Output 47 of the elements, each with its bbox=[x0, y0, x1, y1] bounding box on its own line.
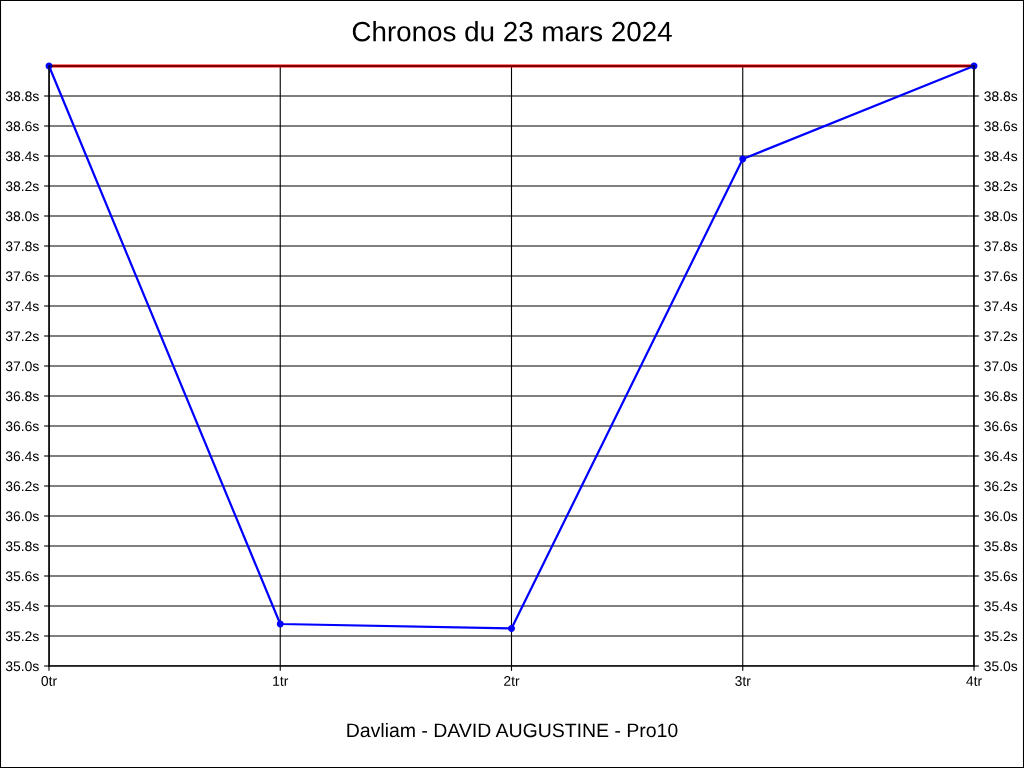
y-tick-label: 37.4s bbox=[5, 301, 39, 312]
y-tick-label: 36.2s bbox=[5, 481, 39, 492]
y-tick-label: 36.8s bbox=[5, 391, 39, 402]
y2-tick-label: 37.8s bbox=[984, 241, 1018, 252]
y2-tick-label: 36.8s bbox=[984, 391, 1018, 402]
y2-tick-label: 37.6s bbox=[984, 271, 1018, 282]
y-tick-label: 38.2s bbox=[5, 181, 39, 192]
x-tick-label: 2tr bbox=[504, 676, 520, 686]
y2-tick-label: 35.0s bbox=[984, 661, 1018, 672]
y-tick-label: 35.2s bbox=[5, 631, 39, 642]
y2-tick-label: 35.8s bbox=[984, 541, 1018, 552]
x-tick-label: 0tr bbox=[41, 676, 57, 686]
y-tick-label: 38.0s bbox=[5, 211, 39, 222]
y2-tick-label: 38.8s bbox=[984, 91, 1018, 102]
y-tick-label: 37.2s bbox=[5, 331, 39, 342]
y2-tick-label: 36.0s bbox=[984, 511, 1018, 522]
y-tick-label: 35.6s bbox=[5, 571, 39, 582]
y2-tick-label: 37.0s bbox=[984, 361, 1018, 372]
y2-tick-label: 35.6s bbox=[984, 571, 1018, 582]
chart-title: Chronos du 23 mars 2024 bbox=[352, 21, 672, 42]
y-tick-label: 38.6s bbox=[5, 121, 39, 132]
y-tick-label: 37.6s bbox=[5, 271, 39, 282]
y2-tick-label: 38.4s bbox=[984, 151, 1018, 162]
y2-tick-label: 37.2s bbox=[984, 331, 1018, 342]
y-tick-label: 38.8s bbox=[5, 91, 39, 102]
y-tick-label: 37.0s bbox=[5, 361, 39, 372]
y-tick-label: 38.4s bbox=[5, 151, 39, 162]
y-tick-label: 36.0s bbox=[5, 511, 39, 522]
x-tick-label: 4tr bbox=[966, 676, 982, 686]
y-tick-label: 36.6s bbox=[5, 421, 39, 432]
y2-tick-label: 37.4s bbox=[984, 301, 1018, 312]
y2-tick-label: 38.2s bbox=[984, 181, 1018, 192]
y2-tick-label: 35.4s bbox=[984, 601, 1018, 612]
y-tick-label: 35.4s bbox=[5, 601, 39, 612]
y2-tick-label: 36.6s bbox=[984, 421, 1018, 432]
x-tick-label: 3tr bbox=[735, 676, 751, 686]
y-tick-label: 37.8s bbox=[5, 241, 39, 252]
y2-tick-label: 35.2s bbox=[984, 631, 1018, 642]
y-tick-label: 35.0s bbox=[5, 661, 39, 672]
y-tick-label: 36.4s bbox=[5, 451, 39, 462]
y2-tick-label: 36.4s bbox=[984, 451, 1018, 462]
text: Davliam - DAVID AUGUSTINE - Pro10 bbox=[347, 722, 678, 738]
y2-tick-label: 36.2s bbox=[984, 481, 1018, 492]
y2-tick-label: 38.0s bbox=[984, 211, 1018, 222]
y-tick-label: 35.8s bbox=[5, 541, 39, 552]
x-tick-label: 1tr bbox=[273, 676, 289, 686]
y2-tick-label: 38.6s bbox=[984, 121, 1018, 132]
